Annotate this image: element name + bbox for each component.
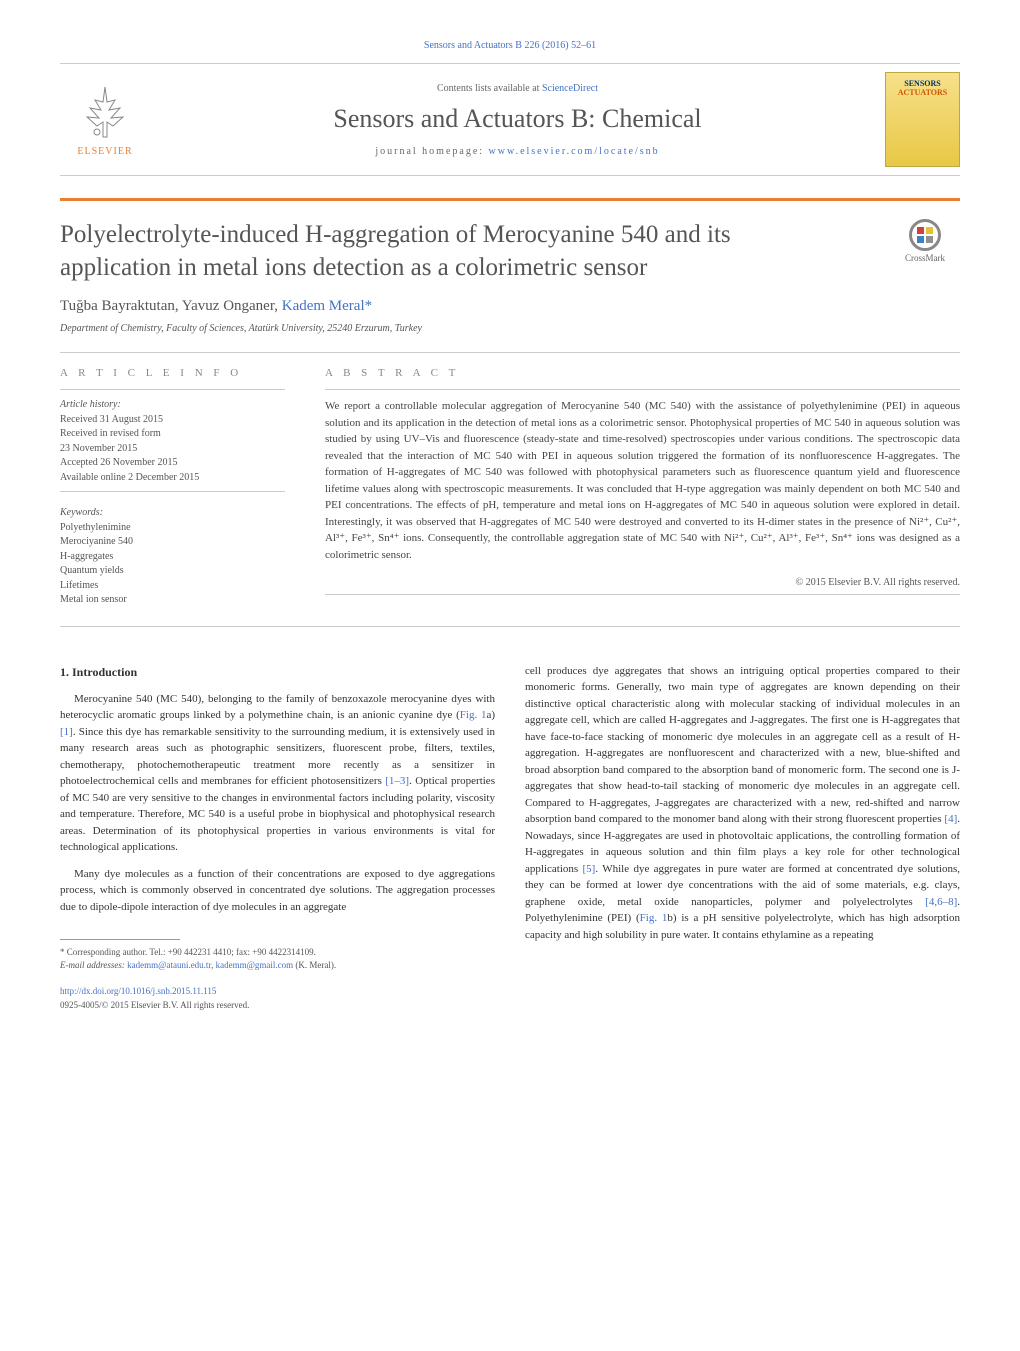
keyword-item: Quantum yields xyxy=(60,564,285,579)
affiliation: Department of Chemistry, Faculty of Scie… xyxy=(60,323,960,334)
body-col-left: 1. Introduction Merocyanine 540 (MC 540)… xyxy=(60,663,495,1013)
article-info-label: A R T I C L E I N F O xyxy=(60,367,285,379)
email-footnote: E-mail addresses: kademm@atauni.edu.tr, … xyxy=(60,959,495,972)
keyword-item: Lifetimes xyxy=(60,579,285,594)
history-received: Received 31 August 2015 xyxy=(60,413,285,428)
abstract-rule-top xyxy=(325,389,960,390)
copyright-line: © 2015 Elsevier B.V. All rights reserved… xyxy=(325,577,960,588)
ref-1[interactable]: [1] xyxy=(60,726,73,738)
homepage-prefix: journal homepage: xyxy=(375,146,488,157)
footnote-rule xyxy=(60,939,180,940)
history-online: Available online 2 December 2015 xyxy=(60,471,285,486)
info-abstract-row: A R T I C L E I N F O Article history: R… xyxy=(60,367,960,608)
rule-above-info xyxy=(60,352,960,353)
corr-marker: * xyxy=(365,298,373,314)
title-row: Polyelectrolyte-induced H-aggregation of… xyxy=(60,219,960,284)
ref-4[interactable]: [4] xyxy=(944,813,957,825)
ref-5[interactable]: [5] xyxy=(583,863,596,875)
keywords-header: Keywords: xyxy=(60,506,285,521)
abstract-text: We report a controllable molecular aggre… xyxy=(325,398,960,563)
history-accepted: Accepted 26 November 2015 xyxy=(60,456,285,471)
header-center: Contents lists available at ScienceDirec… xyxy=(150,83,885,157)
top-banner: Sensors and Actuators B 226 (2016) 52–61 xyxy=(60,40,960,51)
journal-ref-link[interactable]: Sensors and Actuators B 226 (2016) 52–61 xyxy=(424,40,596,51)
article-title: Polyelectrolyte-induced H-aggregation of… xyxy=(60,219,840,284)
col2-p1: cell produces dye aggregates that shows … xyxy=(525,663,960,944)
doi-link[interactable]: http://dx.doi.org/10.1016/j.snb.2015.11.… xyxy=(60,986,216,996)
history-revised-1: Received in revised form xyxy=(60,427,285,442)
fig1a-link[interactable]: Fig. 1 xyxy=(460,709,487,721)
page-root: Sensors and Actuators B 226 (2016) 52–61… xyxy=(0,0,1020,1052)
journal-cover-thumb: SENSORS ACTUATORS xyxy=(885,72,960,167)
info-rule xyxy=(60,389,285,390)
publisher-logo: ELSEVIER xyxy=(60,75,150,165)
authors-line: Tuğba Bayraktutan, Yavuz Onganer, Kadem … xyxy=(60,298,960,315)
fig1b-link[interactable]: Fig. 1 xyxy=(640,912,668,924)
sciencedirect-link[interactable]: ScienceDirect xyxy=(542,83,598,94)
keywords-block: Keywords: Polyethylenimine Merociyanine … xyxy=(60,506,285,608)
body-columns: 1. Introduction Merocyanine 540 (MC 540)… xyxy=(60,663,960,1013)
doi-block: http://dx.doi.org/10.1016/j.snb.2015.11.… xyxy=(60,985,495,1012)
history-header: Article history: xyxy=(60,398,285,413)
email1-link[interactable]: kademm@atauni.edu.tr xyxy=(127,960,211,970)
email-label: E-mail addresses: xyxy=(60,960,127,970)
orange-divider xyxy=(60,198,960,201)
keyword-item: Merociyanine 540 xyxy=(60,535,285,550)
intro-heading: 1. Introduction xyxy=(60,663,495,681)
intro-p1-a: Merocyanine 540 (MC 540), belonging to t… xyxy=(60,693,495,722)
abstract-label: A B S T R A C T xyxy=(325,367,960,379)
email2-link[interactable]: kademm@gmail.com xyxy=(216,960,294,970)
journal-name: Sensors and Actuators B: Chemical xyxy=(150,104,885,134)
contents-line: Contents lists available at ScienceDirec… xyxy=(150,83,885,94)
abstract-rule-bottom xyxy=(325,594,960,595)
crossmark-icon xyxy=(909,219,941,251)
homepage-link[interactable]: www.elsevier.com/locate/snb xyxy=(489,146,660,157)
email-tail: (K. Meral). xyxy=(293,960,336,970)
intro-p1: Merocyanine 540 (MC 540), belonging to t… xyxy=(60,691,495,856)
keywords-rule xyxy=(60,491,285,492)
keyword-item: H-aggregates xyxy=(60,550,285,565)
col2-p1-a: cell produces dye aggregates that shows … xyxy=(525,665,960,826)
rule-below-abstract xyxy=(60,626,960,627)
crossmark-label: CrossMark xyxy=(905,253,945,263)
homepage-line: journal homepage: www.elsevier.com/locat… xyxy=(150,146,885,157)
header-bar: ELSEVIER Contents lists available at Sci… xyxy=(60,63,960,176)
cover-line2: ACTUATORS xyxy=(898,88,948,97)
history-revised-2: 23 November 2015 xyxy=(60,442,285,457)
cover-line1: SENSORS xyxy=(904,79,940,88)
ref-1-3[interactable]: [1–3] xyxy=(385,775,409,787)
corresponding-author: Kadem Meral xyxy=(282,298,365,314)
ref-4-6-8[interactable]: [4,6–8] xyxy=(925,896,957,908)
keyword-item: Metal ion sensor xyxy=(60,593,285,608)
intro-p1-b: a) xyxy=(486,709,495,721)
article-history: Article history: Received 31 August 2015… xyxy=(60,398,285,485)
footnote-block: * Corresponding author. Tel.: +90 442231… xyxy=(60,946,495,971)
contents-prefix: Contents lists available at xyxy=(437,83,542,94)
issn-copyright: 0925-4005/© 2015 Elsevier B.V. All right… xyxy=(60,999,495,1013)
authors-list: Tuğba Bayraktutan, Yavuz Onganer, xyxy=(60,298,282,314)
keyword-item: Polyethylenimine xyxy=(60,521,285,536)
corr-footnote: * Corresponding author. Tel.: +90 442231… xyxy=(60,946,495,959)
abstract-col: A B S T R A C T We report a controllable… xyxy=(325,367,960,608)
crossmark-badge[interactable]: CrossMark xyxy=(890,219,960,263)
article-info-col: A R T I C L E I N F O Article history: R… xyxy=(60,367,285,608)
elsevier-tree-icon xyxy=(75,82,135,142)
crossmark-inner-icon xyxy=(915,225,935,245)
intro-p2: Many dye molecules as a function of thei… xyxy=(60,866,495,916)
publisher-label: ELSEVIER xyxy=(77,146,132,157)
body-col-right: cell produces dye aggregates that shows … xyxy=(525,663,960,1013)
